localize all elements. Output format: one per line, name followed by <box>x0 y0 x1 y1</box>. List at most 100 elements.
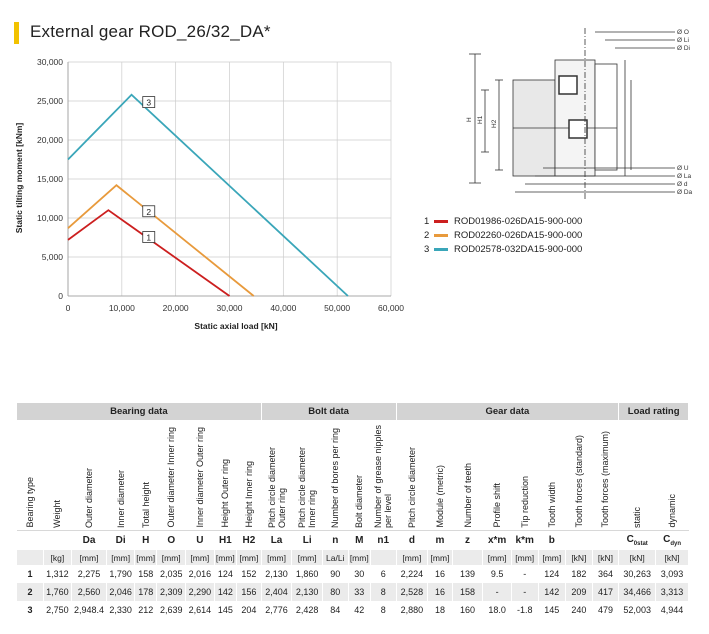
column-header-label: Outer diameter Inner ring <box>166 427 177 528</box>
column-symbol: C0stat <box>618 530 657 550</box>
column-symbol: M <box>348 530 372 550</box>
table-cell: 158 <box>452 583 484 601</box>
column-header: Bolt diameter <box>348 420 372 531</box>
table-cell: 2,330 <box>106 601 135 619</box>
column-symbol: n <box>322 530 349 550</box>
x-tick-label: 20,000 <box>163 303 189 313</box>
column-symbol: d <box>396 530 429 550</box>
table-cell: - <box>511 583 539 601</box>
table-cell: 152 <box>236 565 262 583</box>
legend-code: ROD01986-026DA15-900-000 <box>454 215 583 227</box>
label-h: H <box>466 117 473 122</box>
table-cell: 34,466 <box>618 583 657 601</box>
cross-section-drawing: Ø O Ø Li Ø Di Ø U Ø La Ø d Ø Da H H1 H2 <box>466 28 693 200</box>
table-cell: 90 <box>322 565 349 583</box>
chart-series: 1 2 3 <box>67 93 349 297</box>
column-unit: [kN] <box>565 550 593 565</box>
column-header-label: Weight <box>52 500 63 528</box>
column-header: Module (metric) <box>427 420 453 531</box>
table-cell: 124 <box>214 565 238 583</box>
title-accent-bar <box>14 22 19 44</box>
column-header-label: Number of teeth <box>462 463 473 528</box>
column-header: Tip reduction <box>511 420 539 531</box>
table-cell: 124 <box>538 565 567 583</box>
column-symbol: H2 <box>236 530 262 550</box>
table-cell: 142 <box>538 583 567 601</box>
chart-legend: 1 ROD01986-026DA15-900-000 2 ROD02260-02… <box>424 214 582 256</box>
series-label-box <box>142 205 156 218</box>
column-header: Number of grease nipples per level <box>370 420 397 531</box>
label-dia-di: Ø Di <box>677 45 690 52</box>
table-row: 2 1,760 2,560 2,046 178 2,309 2,290 142 156 2,404… <box>17 583 689 601</box>
label-dia-la: Ø La <box>677 173 691 180</box>
column-header: static <box>618 420 657 531</box>
label-dia-li: Ø Li <box>677 37 689 44</box>
table-cell: 9.5 <box>482 565 512 583</box>
column-header-label: Pitch circle diameter Inner ring <box>297 446 318 528</box>
table-unit-row: [kg] [mm] [mm] [mm] [mm] [mm] [mm] [mm] [mm] [mm]… <box>17 550 689 565</box>
spec-table: Bearing data Bolt data Gear data Load ra… <box>17 403 689 619</box>
column-header-label: Module (metric) <box>434 465 445 528</box>
table-cell: 139 <box>452 565 484 583</box>
table-cell: 52,003 <box>618 601 657 619</box>
column-header: Pitch circle diameter <box>396 420 429 531</box>
column-unit: [kN] <box>618 550 657 565</box>
table-cell: 145 <box>538 601 567 619</box>
column-header-label: Outer diameter <box>84 467 95 528</box>
column-header-label: Total height <box>140 481 151 528</box>
legend-swatch-orange <box>434 233 448 237</box>
group-load-rating: Load rating <box>618 403 689 420</box>
column-header: Number of bores per ring <box>322 420 349 531</box>
column-symbol: U <box>185 530 215 550</box>
column-unit: [mm] <box>291 550 323 565</box>
table-cell: 2,130 <box>291 583 323 601</box>
y-tick-label: 15,000 <box>37 174 63 184</box>
column-header-label: static <box>632 506 643 528</box>
table-cell: 364 <box>592 565 620 583</box>
column-header: Weight <box>43 420 72 531</box>
table-cell: 1,790 <box>106 565 135 583</box>
column-header: Inner diameter <box>106 420 135 531</box>
table-cell: 3,093 <box>655 565 689 583</box>
column-unit: [kN] <box>592 550 620 565</box>
table-cell: 2,290 <box>185 583 215 601</box>
chart-y-axis-label: Static tilting moment [kNm] <box>14 123 24 234</box>
table-cell: 204 <box>236 601 262 619</box>
table-cell: 2,776 <box>261 601 293 619</box>
legend-item: 1 ROD01986-026DA15-900-000 <box>424 215 583 227</box>
column-header-label: Number of grease nipples per level <box>373 424 394 528</box>
table-header-row: Bearing type Weight Outer diameter Inner di… <box>17 420 689 531</box>
table-cell: 240 <box>565 601 593 619</box>
y-tick-label: 0 <box>58 291 63 301</box>
legend-swatch-red <box>434 219 448 223</box>
column-unit: [mm] <box>156 550 187 565</box>
column-symbol: O <box>156 530 187 550</box>
chart-grid <box>67 61 392 297</box>
table-cell: 1 <box>17 565 45 583</box>
table-cell: 1,312 <box>43 565 72 583</box>
table-cell: 2,016 <box>185 565 215 583</box>
table-cell: 18.0 <box>482 601 512 619</box>
column-unit: [kN] <box>655 550 689 565</box>
column-symbol: Di <box>106 530 135 550</box>
column-header: Height Outer ring <box>214 420 238 531</box>
group-gear-data: Gear data <box>396 403 620 420</box>
legend-code: ROD02260-026DA15-900-000 <box>454 229 583 241</box>
table-group-row: Bearing data Bolt data Gear data Load ra… <box>17 403 689 420</box>
table-cell: 8 <box>370 601 397 619</box>
column-unit: [mm] <box>427 550 453 565</box>
table-cell: 142 <box>214 583 238 601</box>
table-cell: - <box>482 583 512 601</box>
column-unit: [mm] <box>236 550 262 565</box>
x-tick-label: 10,000 <box>109 303 135 313</box>
column-header-label: Profile shift <box>492 483 503 528</box>
table-cell: 2,428 <box>291 601 323 619</box>
column-symbol <box>592 530 620 550</box>
table-cell: 33 <box>348 583 372 601</box>
table-cell: 1,860 <box>291 565 323 583</box>
column-header: Outer diameter Inner ring <box>156 420 187 531</box>
series-label-1: 1 <box>146 233 151 243</box>
column-header: Bearing type <box>17 420 45 531</box>
series-label-box <box>142 96 156 108</box>
